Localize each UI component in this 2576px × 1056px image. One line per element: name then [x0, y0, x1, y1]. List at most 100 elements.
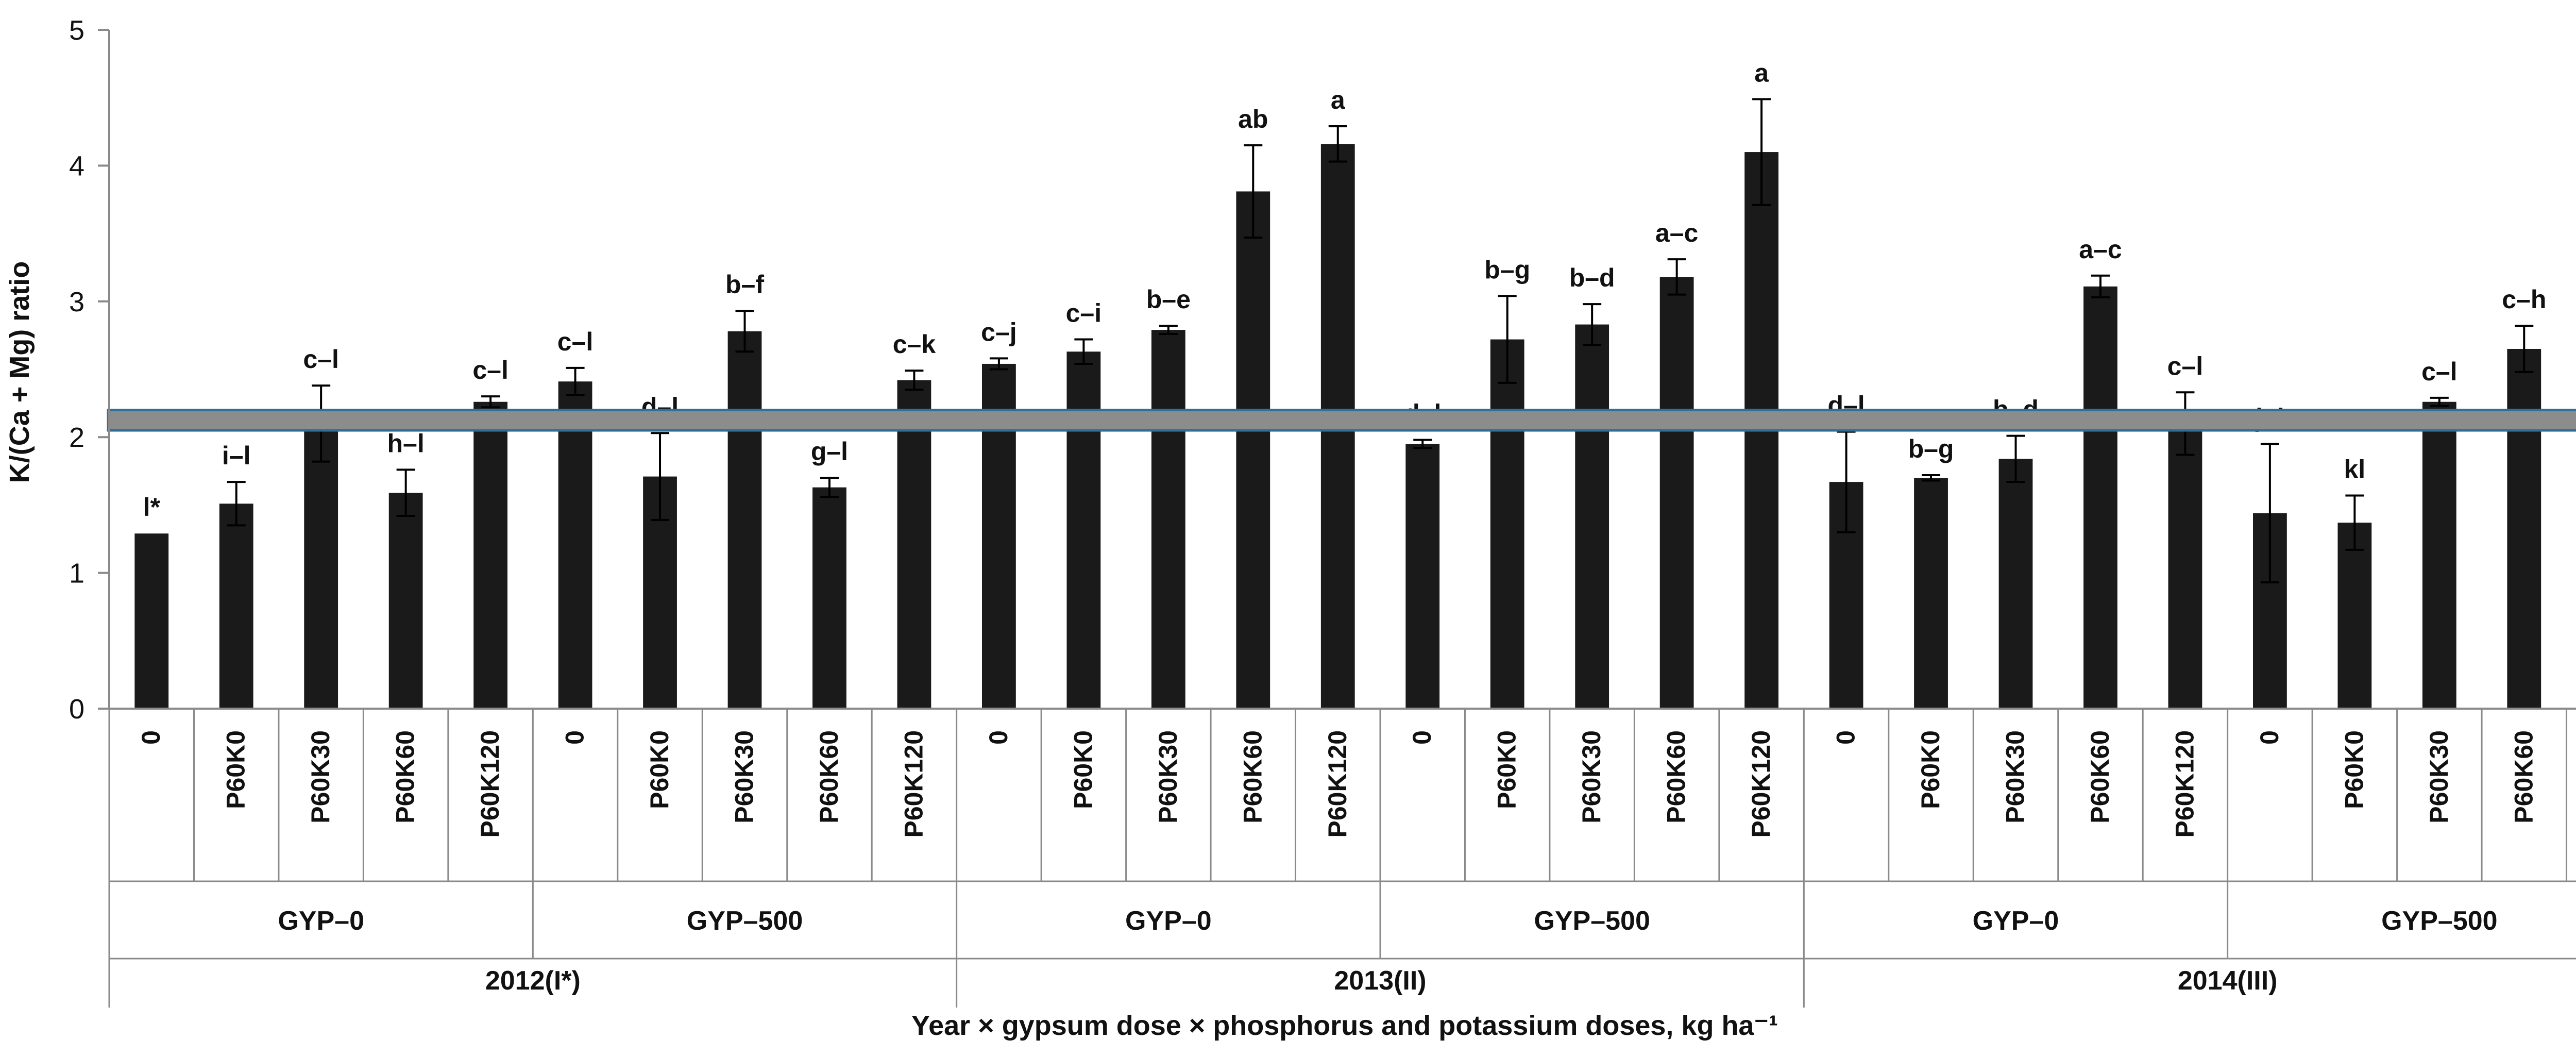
bar: [2337, 523, 2372, 709]
year-label: 2013(II): [1334, 966, 1426, 996]
error-bar: [1837, 430, 1856, 533]
y-tick-label: 3: [69, 287, 84, 317]
significance-label: b–g: [1908, 434, 1954, 463]
year-label: 2014(III): [2178, 966, 2278, 996]
category-tick-label: P60K120: [476, 730, 504, 838]
category-tick-label: P60K30: [1154, 730, 1182, 824]
category-tick-label: 0: [984, 730, 1013, 745]
bar: [727, 331, 762, 709]
category-tick-label: P60K0: [2340, 730, 2368, 809]
error-bar: [1922, 474, 1941, 482]
bar: [473, 401, 507, 709]
highlight-band: [107, 409, 2576, 432]
significance-label: a–c: [1655, 219, 1698, 247]
category-tick-label: P60K0: [1493, 730, 1521, 809]
significance-label: l*: [143, 493, 161, 522]
category-tick-label: P60K60: [2509, 730, 2538, 824]
category-tick-label: P60K0: [1916, 730, 1945, 809]
significance-label: c–h: [2502, 285, 2546, 314]
significance-label: b–f: [725, 270, 764, 299]
significance-label: kl: [2344, 455, 2366, 483]
bar: [897, 380, 931, 709]
group-label: GYP–0: [1125, 906, 1212, 936]
error-bar: [481, 395, 500, 409]
category-tick-label: 0: [2255, 730, 2284, 745]
error-bar: [1752, 98, 1771, 206]
significance-label: a: [1754, 58, 1769, 87]
significance-label: h–l: [387, 429, 425, 458]
category-tick-label: P60K0: [645, 730, 674, 809]
significance-label: b–e: [1146, 285, 1191, 314]
error-bar: [2515, 325, 2534, 373]
bar: [1659, 277, 1694, 709]
category-tick-label: P60K120: [899, 730, 928, 838]
bar: [219, 504, 253, 709]
bar: [2422, 401, 2456, 709]
category-tick-label: P60K120: [2170, 730, 2199, 838]
error-bar: [989, 357, 1008, 371]
bar: [1998, 459, 2033, 709]
error-bar: [227, 481, 246, 527]
y-tick-label: 0: [69, 694, 84, 725]
significance-label: g–l: [811, 437, 848, 466]
y-tick-label: 4: [69, 150, 84, 181]
bar: [1490, 339, 1524, 709]
category-tick-label: 0: [137, 730, 165, 745]
significance-label: c–l: [2421, 357, 2458, 386]
x-axis-title: Year × gypsum dose × phosphorus and pota…: [911, 1010, 1778, 1041]
significance-label: ab: [1238, 105, 1268, 133]
error-bar: [651, 432, 670, 521]
bar: [2168, 423, 2202, 709]
error-bar: [1328, 125, 1347, 163]
y-tick-label: 2: [69, 422, 84, 453]
category-tick-label: P60K60: [815, 730, 843, 824]
category-tick-label: P60K60: [391, 730, 420, 824]
significance-label: i–l: [222, 441, 251, 470]
bar: [134, 533, 169, 709]
y-axis-title: K/(Ca + Mg) ratio: [4, 261, 35, 483]
group-label: GYP–500: [687, 906, 803, 936]
bar: [1151, 330, 1185, 709]
group-label: GYP–0: [278, 906, 364, 936]
bar: [1914, 478, 1948, 709]
category-tick-label: 0: [1408, 730, 1436, 745]
y-tick-label: 1: [69, 558, 84, 589]
category-tick-label: P60K30: [1577, 730, 1606, 824]
category-tick-label: P60K120: [1323, 730, 1352, 838]
category-tick-label: 0: [561, 730, 589, 745]
error-bar: [2006, 434, 2025, 483]
error-bar: [1583, 303, 1602, 346]
error-bar: [1159, 325, 1178, 336]
significance-label: a–c: [2079, 235, 2122, 264]
error-bar: [2091, 274, 2110, 298]
significance-label: c–l: [472, 356, 509, 384]
significance-label: b–g: [1484, 255, 1530, 284]
significance-label: b–d: [1569, 263, 1615, 292]
category-tick-label: P60K60: [2086, 730, 2114, 824]
significance-label: a: [1331, 86, 1346, 114]
error-bar: [1244, 144, 1263, 239]
category-tick-label: P60K0: [1069, 730, 1097, 809]
significance-label: c–i: [1066, 299, 1102, 328]
significance-label: c–l: [557, 327, 594, 356]
category-tick-label: P60K60: [1662, 730, 1691, 824]
category-tick-label: P60K0: [222, 730, 250, 809]
group-label: GYP–500: [1534, 906, 1650, 936]
error-bar: [1074, 338, 1093, 365]
group-label: GYP–0: [1973, 906, 2059, 936]
category-tick-label: P60K60: [1238, 730, 1267, 824]
error-bar: [905, 370, 924, 391]
bar: [1575, 324, 1609, 709]
group-label: GYP–500: [2381, 906, 2498, 936]
error-bar: [2345, 494, 2364, 551]
bar: [812, 487, 846, 709]
significance-label: c–j: [981, 317, 1017, 346]
category-tick-label: P60K30: [306, 730, 335, 824]
bar: [304, 423, 338, 709]
category-tick-label: 0: [1832, 730, 1860, 745]
significance-label: c–k: [893, 330, 936, 359]
error-bar: [2430, 396, 2449, 407]
bar: [2083, 286, 2117, 709]
